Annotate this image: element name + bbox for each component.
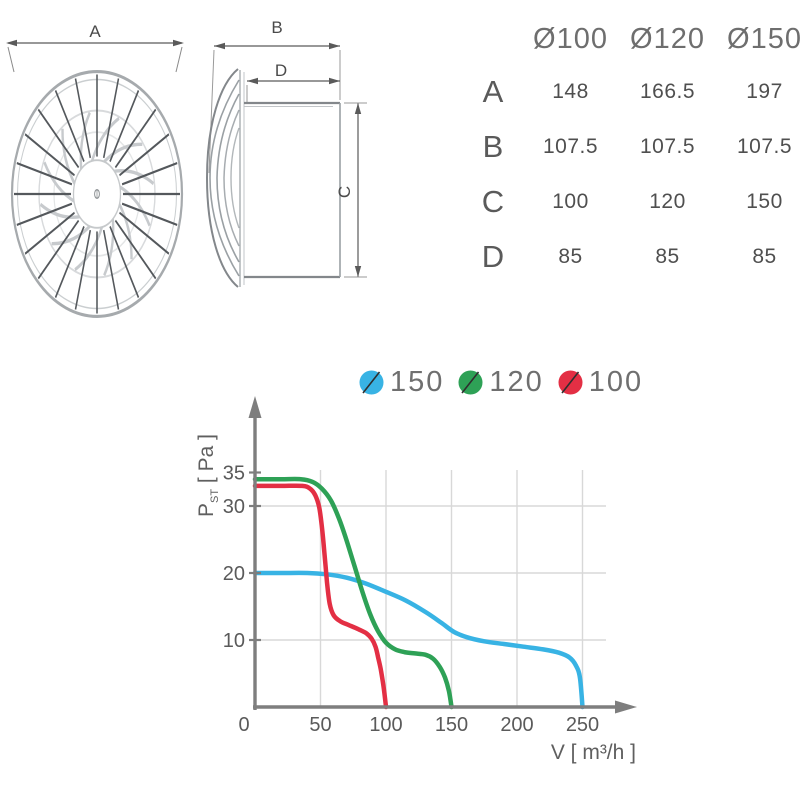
table-header-d120: Ø120 [630, 22, 705, 55]
diameter-circle-icon-blue [359, 370, 384, 395]
y-tick-10: 10 [223, 630, 245, 652]
table-corner-cell [464, 14, 522, 64]
table-cell-a-150: 197 [746, 79, 783, 103]
table-row-label-c: C [481, 183, 505, 219]
legend-item-100: 100 [557, 366, 643, 399]
legend-label-100: 100 [588, 366, 644, 398]
fan-grille-graphic [10, 70, 184, 318]
table-cell-b-150: 107.5 [736, 134, 793, 158]
table-cell-b-100: 107.5 [542, 134, 599, 158]
table-header-d150: Ø150 [727, 22, 800, 55]
table-row-label-b: B [482, 128, 504, 164]
y-axis-label: PST [ Pa ] [195, 395, 221, 517]
table-cell-a-120: 166.5 [639, 79, 696, 103]
table-cell-d-120: 85 [655, 244, 680, 268]
curve-150 [252, 570, 585, 710]
legend-item-120: 120 [457, 366, 543, 399]
table-cell-d-150: 85 [752, 244, 777, 268]
table-row-label-d: D [481, 238, 505, 274]
dim-d-line [246, 77, 340, 102]
y-axis-label-unit: [ Pa ] [195, 434, 218, 489]
x-tick-0: 0 [238, 714, 249, 736]
duct-body [244, 101, 341, 279]
dim-b-label: B [271, 18, 282, 37]
fan-front-view-drawing: A [6, 22, 184, 318]
dim-b-line [208, 42, 341, 174]
table-cell-a-100: 148 [552, 79, 589, 103]
table-cell-c-120: 120 [649, 189, 686, 213]
y-axis-label-main: P [195, 502, 218, 517]
table-header-d100: Ø100 [533, 22, 608, 55]
x-tick-250: 250 [566, 714, 599, 736]
dim-c-line [344, 102, 367, 278]
diameter-circle-icon-green [458, 370, 483, 395]
legend-label-150: 150 [390, 366, 445, 398]
table-cell-b-120: 107.5 [639, 134, 696, 158]
x-tick-150: 150 [435, 714, 468, 736]
dimensions-table: Ø100 Ø120 Ø150 A 148 166.5 197 B 107.5 1… [464, 14, 800, 284]
x-tick-200: 200 [500, 714, 533, 736]
dim-c-label: C [335, 186, 354, 198]
table-cell-c-150: 150 [746, 189, 783, 213]
dim-a-line [6, 39, 184, 73]
y-tick-30: 30 [223, 496, 245, 518]
table-cell-c-100: 100 [552, 189, 589, 213]
table-row-label-a: A [482, 73, 504, 109]
y-tick-35: 35 [223, 463, 245, 485]
y-axis-label-sub: ST [209, 488, 222, 503]
x-tick-100: 100 [369, 714, 402, 736]
diameter-circle-icon-red [558, 370, 583, 395]
curve-120 [252, 476, 454, 710]
chart-legend: 150 120 100 [358, 366, 643, 399]
legend-label-120: 120 [489, 366, 544, 398]
fan-side-view-drawing: B D C [205, 18, 367, 288]
y-tick-20: 20 [223, 563, 245, 585]
table-cell-d-100: 85 [558, 244, 583, 268]
x-axis-label: V [ m³/h ] [550, 741, 636, 764]
dome-grille-profile [205, 68, 245, 288]
x-tick-50: 50 [309, 714, 331, 736]
dim-d-label: D [275, 61, 287, 80]
dim-a-label: A [89, 22, 101, 41]
curve-100 [252, 483, 389, 710]
legend-item-150: 150 [358, 366, 444, 399]
